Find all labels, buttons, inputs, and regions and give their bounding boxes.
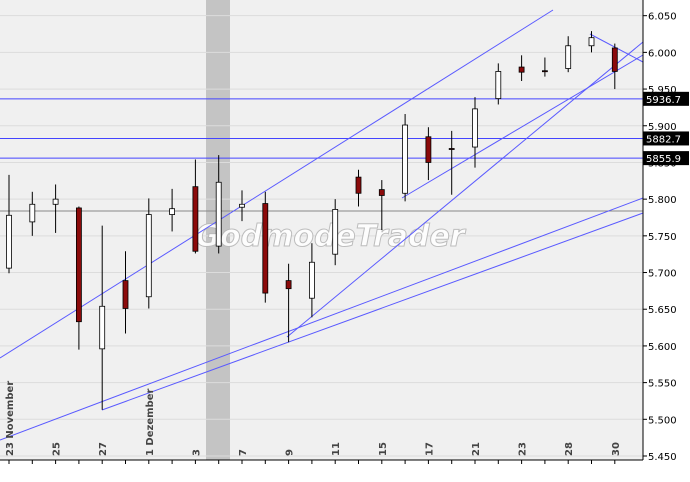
candle-body [239, 203, 245, 208]
candle-body [355, 176, 362, 194]
x-tick-label: 21 [471, 442, 482, 456]
candle-body [29, 203, 36, 223]
y-tick-label: 5.700 [648, 269, 677, 280]
x-tick-label: 3 [191, 449, 202, 456]
candle-body [472, 108, 478, 148]
candle-body [308, 261, 315, 299]
trend-lines [0, 9, 644, 441]
y-tick-label: 5.650 [648, 305, 677, 316]
candle-body [332, 209, 339, 255]
y-tick-label: 5.600 [648, 342, 677, 353]
y-tick-label: 5.500 [648, 415, 677, 426]
level-label: 5855.9 [646, 154, 681, 165]
level-label: 5882.7 [646, 134, 681, 145]
candle-body [542, 70, 548, 73]
x-tick-label: 15 [378, 442, 389, 456]
candle-body [169, 208, 176, 215]
x-tick-label: 9 [285, 449, 296, 456]
level-box [643, 131, 689, 146]
candle-body [402, 124, 409, 194]
x-tick-label: 27 [98, 442, 109, 456]
candle-body [145, 214, 152, 298]
y-tick-label: 5.950 [648, 85, 677, 96]
x-tick-label: 1 Dezember [145, 389, 156, 456]
candle-body [6, 214, 12, 269]
trend-line [101, 212, 644, 411]
x-tick-label: 30 [611, 442, 622, 456]
y-tick-label: 6.050 [648, 12, 677, 23]
y-tick-label: 5.450 [648, 452, 677, 463]
candle-body [378, 189, 385, 196]
level-box [643, 91, 689, 106]
x-tick-label: 25 [52, 442, 63, 456]
candle-body [565, 45, 572, 69]
x-tick-label: 28 [564, 442, 575, 456]
candle-body [122, 280, 129, 309]
plot-area [0, 0, 643, 460]
candle-body [262, 203, 269, 294]
y-tick-label: 6.000 [648, 48, 677, 59]
candle-body [448, 148, 455, 150]
x-tick-label: 23 November [5, 381, 16, 456]
y-tick-label: 5.800 [648, 195, 677, 206]
trend-line [401, 54, 644, 199]
candle-body [99, 305, 106, 350]
x-tick-label: 17 [424, 442, 435, 456]
candle-body [425, 136, 432, 163]
candle-body [588, 37, 595, 47]
watermark: GodmodeTrader [195, 219, 466, 254]
y-tick-label: 5.750 [648, 232, 677, 243]
candle-body [192, 186, 199, 252]
candle-body [518, 66, 525, 73]
level-box [643, 151, 689, 166]
candle-body [76, 207, 82, 323]
x-tick-label: 23 [518, 442, 529, 456]
candle-body [285, 280, 292, 290]
trend-line [0, 197, 644, 441]
candle-body [215, 181, 222, 247]
x-tick-label: 11 [331, 442, 342, 456]
candle-body [611, 47, 618, 72]
candle-body [52, 198, 59, 205]
level-label: 5936.7 [646, 95, 681, 106]
y-tick-label: 5.550 [648, 379, 677, 390]
trend-line [286, 41, 644, 338]
x-tick-label: 7 [238, 449, 249, 456]
trend-line [0, 9, 554, 359]
y-tick-label: 5.900 [648, 122, 677, 133]
candle-body [495, 71, 502, 100]
